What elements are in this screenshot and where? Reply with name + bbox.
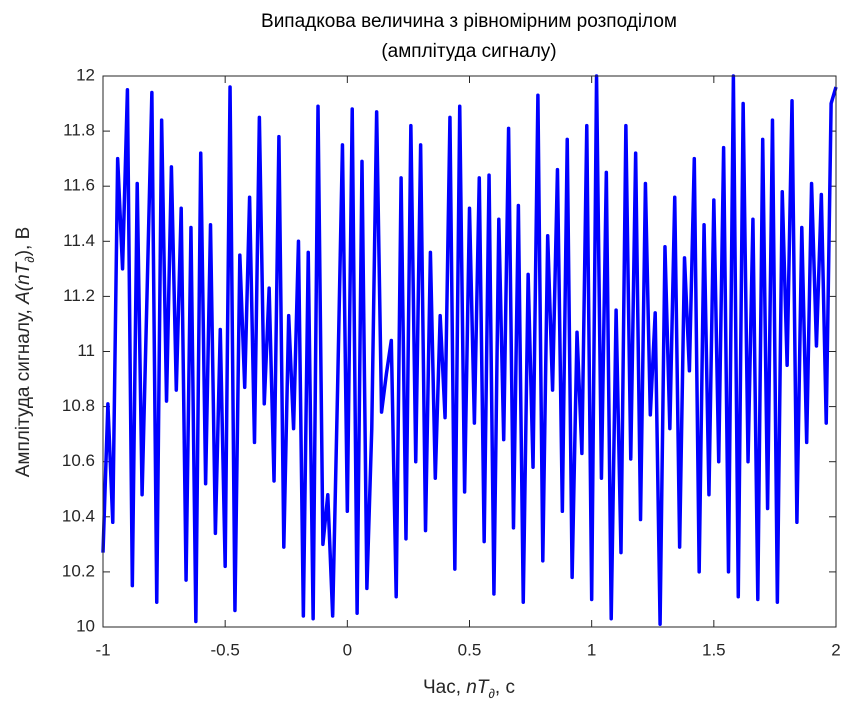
y-label-part: A(nT — [13, 261, 34, 305]
y-tick-label: 11.2 — [63, 286, 95, 305]
y-tick-label: 12 — [76, 65, 95, 84]
y-axis-label: Амплітуда сигналу, A(nT∂), В — [13, 227, 37, 478]
x-tick-label: -1 — [95, 640, 110, 659]
x-tick-label: 0 — [343, 640, 352, 659]
chart-title: (амплітуда сигналу) — [381, 41, 556, 62]
x-label-part: ∂ — [488, 686, 494, 701]
y-tick-label: 11 — [77, 341, 95, 360]
y-tick-label: 11.4 — [63, 231, 95, 250]
x-tick-label: 2 — [831, 640, 840, 659]
chart-title: Випадкова величина з рівномірним розподі… — [261, 11, 677, 32]
x-label-part: , с — [495, 677, 515, 698]
x-label-part: Час, — [423, 677, 466, 698]
y-tick-label: 10.4 — [62, 506, 95, 525]
y-label-part: Амплітуда сигналу, — [13, 304, 34, 477]
y-label-part: ∂ — [22, 256, 37, 262]
x-tick-label: -0.5 — [211, 640, 240, 659]
y-tick-label: 10.8 — [62, 396, 95, 415]
y-label-part: ), В — [13, 227, 34, 257]
x-tick-label: 0.5 — [458, 640, 482, 659]
y-tick-label: 10 — [76, 616, 95, 635]
x-axis-label: Час, nT∂, с — [423, 677, 515, 701]
y-tick-label: 11.8 — [63, 121, 95, 140]
y-tick-label: 10.2 — [62, 561, 95, 580]
y-tick-label: 10.6 — [62, 451, 95, 470]
x-tick-label: 1.5 — [702, 640, 726, 659]
y-tick-label: 11.6 — [63, 176, 95, 195]
axes-box — [102, 75, 837, 628]
data-line — [101, 74, 838, 626]
x-tick-label: 1 — [587, 640, 596, 659]
x-label-part: nT — [466, 677, 490, 698]
